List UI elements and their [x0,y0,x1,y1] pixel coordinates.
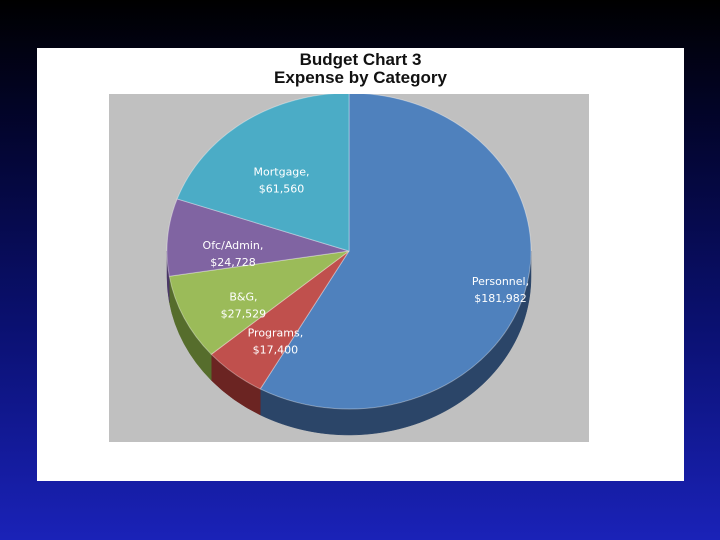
data-label-ofc-admin: Ofc/Admin, $24,728 [203,239,264,269]
pie-slice-personnel [259,94,532,410]
pie-chart: Personnel, $181,982 Programs, $17,400 B&G, $2… [166,94,532,436]
chart-title: Budget Chart 3 Expense by Category [37,51,684,87]
pie-slice-b-g [168,250,350,355]
chart-title-line-1: Budget Chart 3 [299,50,422,69]
pie-slice-ofc-admin [166,198,350,277]
plot-area: Personnel, $181,982 Programs, $17,400 B&G, $2… [109,94,589,442]
data-label-programs: Programs, $17,400 [248,326,304,356]
pie-slice-mortgage [176,94,350,252]
data-label-personnel: Personnel, $181,982 [472,275,529,305]
slide-canvas: Budget Chart 3 Expense by Category Perso… [37,48,684,481]
data-label-b-g: B&G, $27,529 [221,291,266,321]
data-label-mortgage: Mortgage, $61,560 [254,166,310,196]
chart-title-line-2: Expense by Category [274,68,447,87]
pie-slice-programs [210,250,350,390]
